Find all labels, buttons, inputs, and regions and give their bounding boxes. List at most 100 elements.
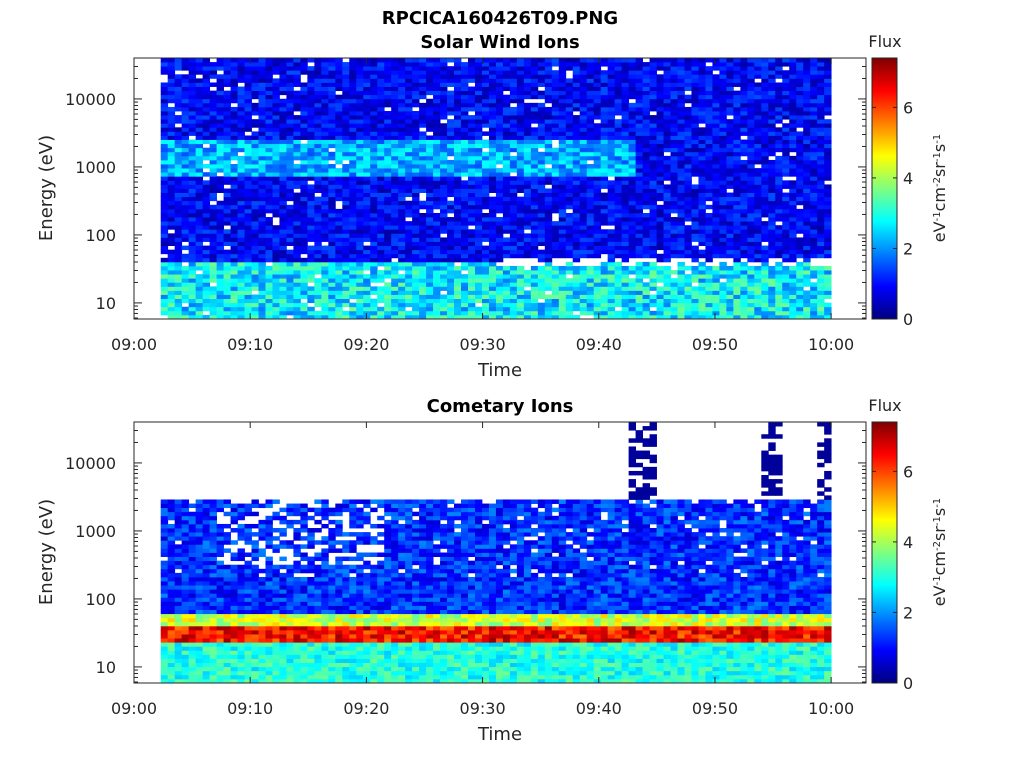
heatmap-cell [726,208,734,214]
heatmap-cell [635,78,643,83]
heatmap-cell [481,282,490,287]
heatmap-cell [272,278,280,283]
heatmap-cell [572,245,581,251]
heatmap-cell [370,265,378,271]
heatmap-cell [286,168,294,173]
heatmap-cell [349,278,357,283]
heatmap-cell [258,86,266,92]
heatmap-cell [223,237,231,242]
heatmap-cell [698,106,706,112]
heatmap-cell [328,204,336,210]
heatmap-cell [565,188,574,193]
heatmap-cell [523,82,532,87]
heatmap-cell [684,196,692,202]
heatmap-cell [307,249,315,255]
heatmap-cell [363,180,371,185]
heatmap-cell [670,159,678,165]
heatmap-cell [405,278,413,283]
heatmap-cell [230,286,238,291]
heatmap-cell [642,155,650,161]
heatmap-cell [174,180,183,185]
heatmap-cell [167,184,176,189]
heatmap-cell [691,123,699,128]
heatmap-cell [293,261,301,267]
heatmap-cell [167,123,176,128]
heatmap-cell [167,290,176,295]
heatmap-cell [286,155,294,161]
heatmap-cell [572,82,581,87]
heatmap-cell [209,62,217,67]
heatmap-cell [272,102,280,108]
heatmap-cell [363,58,371,63]
heatmap-cell [237,111,245,116]
heatmap-cell [356,115,364,120]
heatmap-cell [265,123,273,128]
heatmap-cell [209,184,217,189]
heatmap-cell [621,265,630,271]
heatmap-cell [188,310,197,316]
heatmap-cell [461,208,469,214]
heatmap-cell [649,245,657,251]
heatmap-cell [530,106,539,112]
heatmap-cell [335,58,343,63]
heatmap-cell [726,139,734,145]
heatmap-cell [516,196,525,202]
heatmap-cell [614,294,623,300]
heatmap-cell [516,237,525,242]
heatmap-cell [454,147,462,153]
heatmap-cell [363,86,371,92]
heatmap-cell [342,180,350,185]
heatmap-cell [663,102,671,108]
heatmap-cell [628,155,636,161]
heatmap-cell [649,151,657,157]
heatmap-cell [461,221,469,226]
heatmap-cell [607,168,616,173]
heatmap-cell [321,204,329,210]
heatmap-cell [712,155,720,161]
heatmap-cell [342,184,350,189]
heatmap-cell [468,123,476,128]
heatmap-cell [300,282,308,287]
heatmap-cell [216,127,224,132]
heatmap-cell [565,192,574,198]
heatmap-cell [649,172,657,177]
heatmap-cell [649,143,657,149]
heatmap-cell [635,229,643,234]
heatmap-cell [398,196,406,202]
heatmap-cell [495,143,504,149]
heatmap-cell [635,237,643,242]
heatmap-cell [621,270,630,275]
heatmap-cell [195,253,204,259]
heatmap-cell [495,188,504,193]
heatmap-cell [495,245,504,251]
heatmap-cell [642,131,650,136]
heatmap-cell [488,217,497,222]
heatmap-cell [621,282,630,287]
heatmap-cell [174,115,183,120]
heatmap-cell [691,270,699,275]
heatmap-cell [160,261,169,267]
heatmap-cell [188,282,197,287]
heatmap-cell [558,159,567,165]
heatmap-cell [656,168,664,173]
heatmap-cell [356,131,364,136]
heatmap-cell [307,257,315,263]
heatmap-cell [384,188,392,193]
heatmap-cell [468,217,476,222]
heatmap-cell [705,176,713,181]
heatmap-cell [363,204,371,210]
heatmap-cell [321,147,329,153]
heatmap-cell [286,302,294,308]
heatmap-cell [405,168,413,173]
heatmap-cell [391,90,399,96]
heatmap-cell [488,106,497,112]
heatmap-cell [321,86,329,92]
heatmap-cell [223,143,231,149]
heatmap-cell [279,151,287,157]
heatmap-cell [391,192,399,198]
heatmap-cell [530,172,539,177]
heatmap-cell [300,241,308,246]
heatmap-cell [202,127,211,132]
heatmap-cell [684,176,692,181]
heatmap-cell [363,78,371,83]
